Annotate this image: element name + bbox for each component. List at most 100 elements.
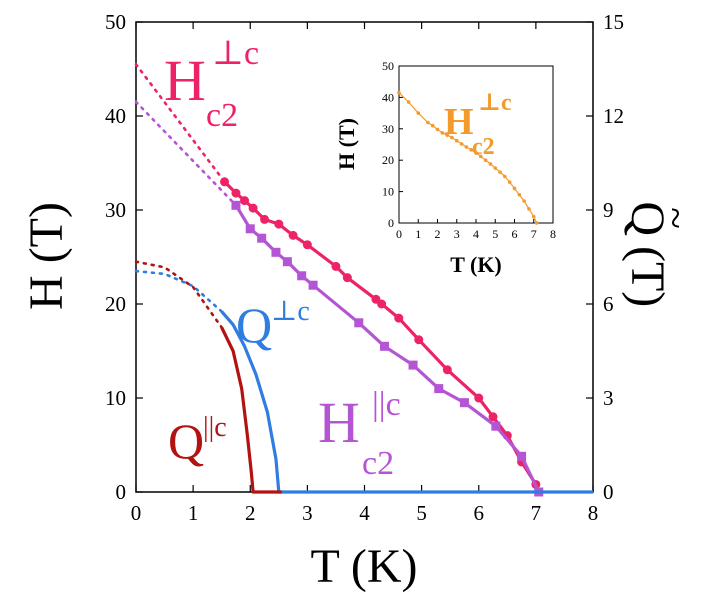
inset-x-tick-label: 1 bbox=[415, 227, 421, 241]
inset-point bbox=[450, 135, 454, 140]
main-left-y-tick-label: 40 bbox=[105, 104, 126, 128]
main-right-y-tick-label: 6 bbox=[603, 292, 614, 316]
main-right-y-tick-label: 0 bbox=[603, 480, 614, 504]
label-q-perp: Q ⊥c bbox=[236, 296, 310, 353]
main-x-tick-label: 2 bbox=[245, 501, 256, 525]
inset-x-tick-label: 8 bbox=[550, 227, 556, 241]
main-right-y-tick-label: 15 bbox=[603, 10, 624, 34]
point-hc2-perp-c bbox=[302, 240, 312, 250]
inset-point bbox=[517, 192, 522, 197]
point-hc2-par-c bbox=[517, 451, 527, 461]
main-x-tick-label: 1 bbox=[188, 501, 199, 525]
point-hc2-par-c bbox=[245, 224, 255, 234]
inset-y-tick-label: 40 bbox=[382, 90, 394, 104]
main-x-tick-label: 5 bbox=[416, 501, 427, 525]
inset-x-axis-label: T (K) bbox=[450, 252, 502, 277]
inset-point bbox=[459, 142, 464, 146]
point-hc2-perp-c bbox=[488, 412, 498, 422]
inset-point bbox=[426, 120, 430, 125]
inset-point bbox=[445, 133, 449, 137]
inset-point bbox=[430, 123, 435, 128]
main-left-y-tick-label: 30 bbox=[105, 198, 126, 222]
inset-point bbox=[503, 174, 507, 179]
point-hc2-perp-c bbox=[377, 299, 387, 309]
inset-y-tick-label: 20 bbox=[382, 153, 394, 167]
label-hc2-par-sub: c2 bbox=[362, 445, 394, 482]
main-left-y-tick-label: 0 bbox=[116, 480, 127, 504]
label-q-par-sup: ||c bbox=[203, 412, 227, 443]
inset-point bbox=[464, 145, 469, 149]
main-right-y-axis-label: Q ~ (T) bbox=[621, 201, 698, 307]
inset-label-main: H bbox=[444, 101, 474, 143]
point-hc2-par-c bbox=[434, 384, 444, 394]
point-hc2-perp-c bbox=[342, 273, 352, 283]
point-hc2-perp-c bbox=[442, 365, 452, 375]
inset-point bbox=[507, 180, 512, 184]
point-hc2-perp-c bbox=[394, 313, 404, 323]
inset-point bbox=[435, 127, 440, 132]
inset-point bbox=[522, 199, 526, 203]
inset-point bbox=[397, 90, 401, 95]
label-hc2-perp: H ⊥c c2 bbox=[164, 35, 259, 134]
label-hc2-par-sup: ||c bbox=[372, 386, 401, 423]
point-hc2-par-c bbox=[491, 421, 501, 431]
point-hc2-par-c bbox=[308, 280, 318, 290]
point-hc2-par-c bbox=[257, 233, 267, 243]
inset-point bbox=[416, 111, 421, 115]
inset-y-axis-label: H (T) bbox=[334, 118, 359, 170]
inset-x-tick-label: 5 bbox=[492, 227, 498, 241]
inset-point bbox=[512, 186, 517, 191]
point-hc2-perp-c bbox=[414, 335, 424, 345]
main-left-y-tick-label: 50 bbox=[105, 10, 126, 34]
right-y-axis-label-unit: (T) bbox=[621, 246, 674, 307]
point-hc2-par-c bbox=[459, 398, 469, 408]
inset-point bbox=[493, 166, 498, 170]
point-hc2-perp-c bbox=[240, 196, 250, 206]
point-hc2-par-c bbox=[271, 247, 281, 257]
main-x-tick-label: 0 bbox=[131, 501, 142, 525]
label-q-par: Q ||c bbox=[168, 412, 227, 469]
point-hc2-par-c bbox=[282, 257, 292, 267]
inset-x-tick-label: 7 bbox=[531, 227, 537, 241]
inset-point bbox=[479, 154, 483, 159]
series-q-par-c-extrapolation bbox=[134, 260, 223, 329]
inset-x-tick-label: 3 bbox=[454, 227, 460, 241]
point-hc2-par-c bbox=[354, 318, 364, 328]
inset-point bbox=[406, 100, 411, 104]
point-hc2-par-c bbox=[231, 200, 241, 210]
point-hc2-perp-c bbox=[260, 214, 270, 224]
series-q-perp-c-line bbox=[220, 310, 593, 494]
point-hc2-perp-c bbox=[248, 203, 258, 213]
point-hc2-perp-c bbox=[474, 393, 484, 403]
inset-point bbox=[498, 170, 502, 174]
point-hc2-perp-c bbox=[231, 188, 241, 198]
inset-x-tick-label: 0 bbox=[396, 227, 402, 241]
inset-point bbox=[474, 151, 478, 155]
label-hc2-perp-sup: ⊥c bbox=[212, 35, 259, 72]
label-hc2-perp-main: H bbox=[164, 48, 206, 113]
series-hc2-perp-c-extrapolation bbox=[134, 63, 226, 184]
inset-label-sub: c2 bbox=[472, 134, 495, 160]
point-hc2-perp-c bbox=[331, 261, 341, 271]
inset-plot-frame bbox=[398, 65, 554, 224]
inset-point bbox=[534, 221, 539, 225]
inset-point bbox=[469, 148, 473, 152]
label-q-perp-sup: ⊥c bbox=[271, 296, 310, 327]
series-hc2-par-c-extrapolation bbox=[134, 100, 238, 207]
inset-point bbox=[488, 162, 493, 166]
inset-y-tick-label: 30 bbox=[382, 122, 394, 136]
inset-x-tick-label: 2 bbox=[435, 227, 441, 241]
point-hc2-par-c bbox=[408, 360, 418, 370]
main-x-tick-label: 4 bbox=[359, 501, 370, 525]
label-hc2-par: H ||c c2 bbox=[318, 386, 401, 482]
series-q-perp-c-extrapolation bbox=[134, 269, 223, 313]
series-q-par-c-line bbox=[220, 326, 282, 494]
inset-point bbox=[531, 214, 536, 219]
point-hc2-perp-c bbox=[274, 219, 284, 229]
inset-point bbox=[483, 158, 488, 162]
main-left-y-tick-label: 20 bbox=[105, 292, 126, 316]
inset-series-label: H ⊥c c2 bbox=[444, 90, 512, 160]
